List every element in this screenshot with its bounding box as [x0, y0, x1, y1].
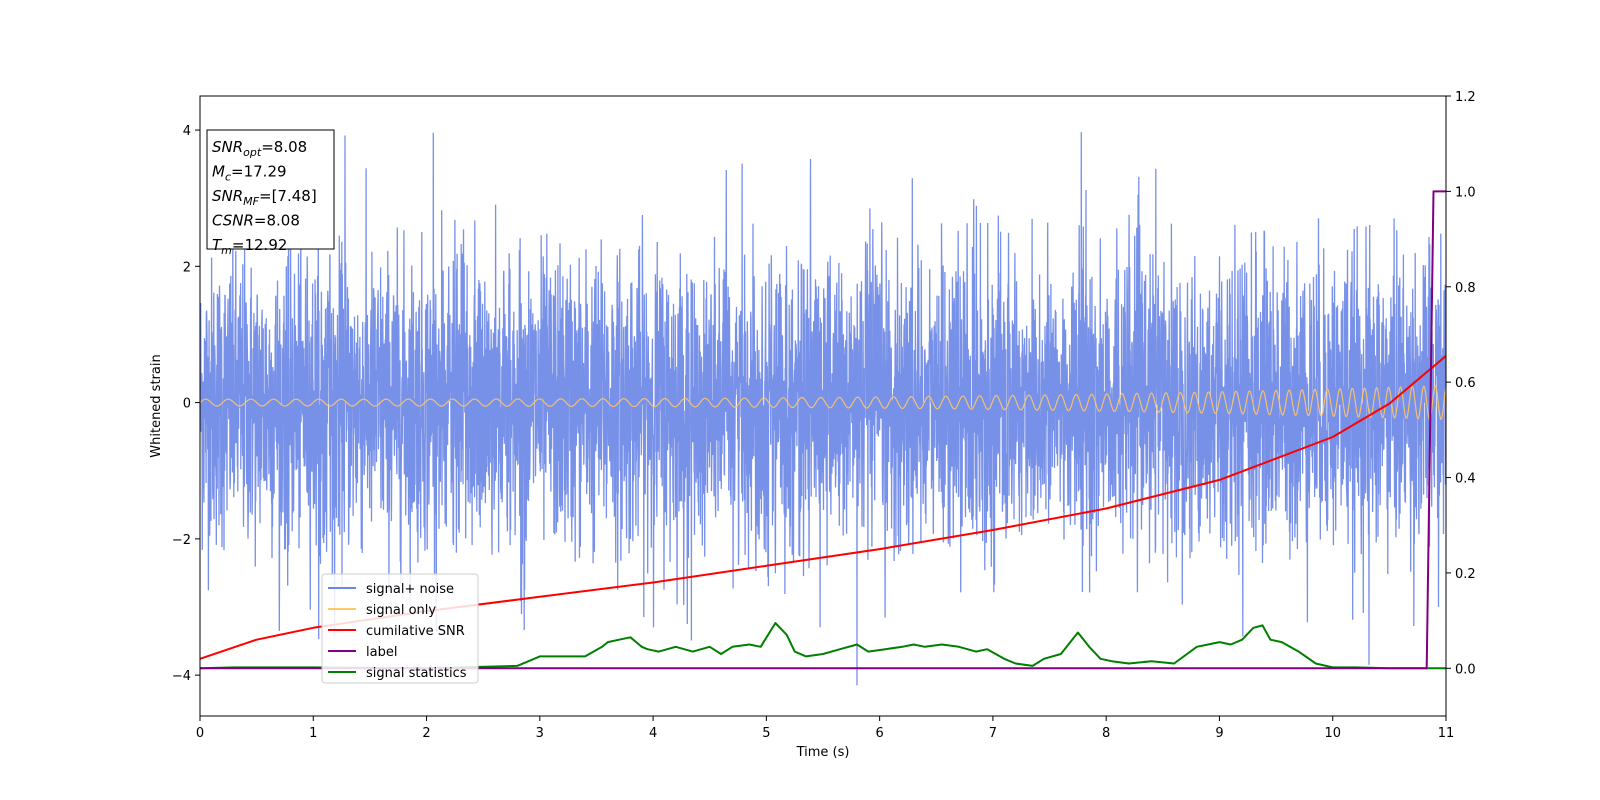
y-tick-label-right: 0.0: [1455, 662, 1476, 677]
y-tick-label-right: 0.4: [1455, 472, 1476, 487]
y-tick-label-left: 0: [183, 397, 191, 412]
legend: signal+ noise signal only cumilative SNR la…: [321, 573, 479, 684]
legend-entry: signal statistics: [366, 666, 467, 681]
annotation-line: CSNR=8.08: [212, 212, 300, 230]
x-tick-label: 10: [1324, 726, 1341, 741]
annotation-line: Tm=12.92: [212, 236, 287, 257]
legend-entry: cumilative SNR: [366, 624, 465, 639]
x-tick-label: 1: [309, 726, 317, 741]
annotation-line: Mc=17.29: [212, 163, 287, 184]
series-signal-statistics: [200, 622, 1446, 670]
x-tick-label: 7: [989, 726, 997, 741]
x-tick-label: 0: [196, 726, 204, 741]
y-tick-label-left: −4: [172, 669, 191, 684]
annotation-line: SNRopt=8.08: [212, 138, 307, 159]
y-tick-label-right: 0.2: [1455, 567, 1476, 582]
series-signal-only-group: [200, 385, 1446, 421]
annotation-line: SNRMF=[7.48]: [212, 187, 317, 208]
x-tick-label: 9: [1215, 726, 1223, 741]
series-signal-noise: [200, 132, 1446, 686]
legend-frame: [321, 573, 479, 684]
x-tick-label: 11: [1438, 726, 1455, 741]
series-signal-noise-group: [200, 132, 1446, 686]
series-signal-only: [200, 385, 1446, 421]
x-tick-label: 2: [422, 726, 430, 741]
legend-entry: signal+ noise: [366, 582, 454, 597]
annotation-box: SNRopt=8.08 Mc=17.29 SNRMF=[7.48] CSNR=8.08…: [206, 129, 335, 257]
series-label: [200, 190, 1446, 670]
y-tick-label-right: 0.6: [1455, 376, 1476, 391]
legend-entry: signal only: [366, 603, 436, 618]
x-tick-label: 6: [875, 726, 883, 741]
legend-entry: label: [366, 645, 397, 660]
x-tick-label: 4: [649, 726, 657, 741]
y-tick-label-right: 0.8: [1455, 281, 1476, 296]
y-tick-label-left: 4: [183, 124, 191, 139]
x-tick-label: 5: [762, 726, 770, 741]
y-tick-label-right: 1.2: [1455, 90, 1476, 105]
axis-ticks: 0 1 2 3 4 5 6 7 8 9 10 11 −4 −2 0 2 4 0.0 0.2 0.4 0.6 0.8 1.0 1…: [172, 90, 1476, 741]
y-tick-label-left: −2: [172, 533, 191, 548]
y-tick-label-right: 1.0: [1455, 185, 1476, 200]
x-axis-label: Time (s): [796, 745, 850, 760]
x-tick-label: 8: [1102, 726, 1110, 741]
y-axis-label-left: Whitened strain: [149, 354, 164, 457]
y-tick-label-left: 2: [183, 260, 191, 275]
x-tick-label: 3: [536, 726, 544, 741]
annotation-box-frame: [206, 129, 335, 250]
plot-frame: [199, 95, 1447, 717]
